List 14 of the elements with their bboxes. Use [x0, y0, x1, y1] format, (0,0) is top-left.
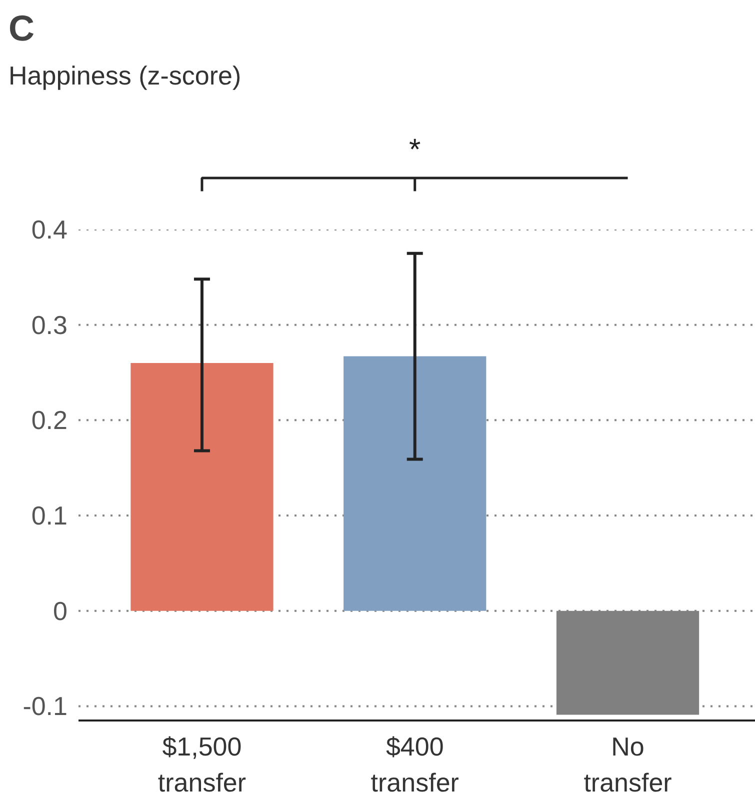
y-tick-label: 0.2 — [31, 405, 68, 436]
text: * — [409, 134, 422, 166]
x-tick-label: $400 transfer — [370, 732, 460, 798]
x-tick-label: $1,500 transfer — [158, 732, 246, 798]
bar — [130, 362, 274, 611]
y-axis-title: Happiness (z-score) — [8, 60, 242, 90]
y-tick-label: -0.1 — [22, 691, 68, 722]
y-tick-label: 0.1 — [31, 500, 68, 531]
y-tick-label: 0.3 — [31, 310, 68, 340]
bar — [344, 356, 486, 611]
y-tick-label: 0.4 — [31, 214, 68, 244]
x-tick-label: No transfer — [584, 732, 672, 798]
chart-title: C — [8, 8, 34, 48]
y-tick-label: 0 — [53, 596, 68, 626]
